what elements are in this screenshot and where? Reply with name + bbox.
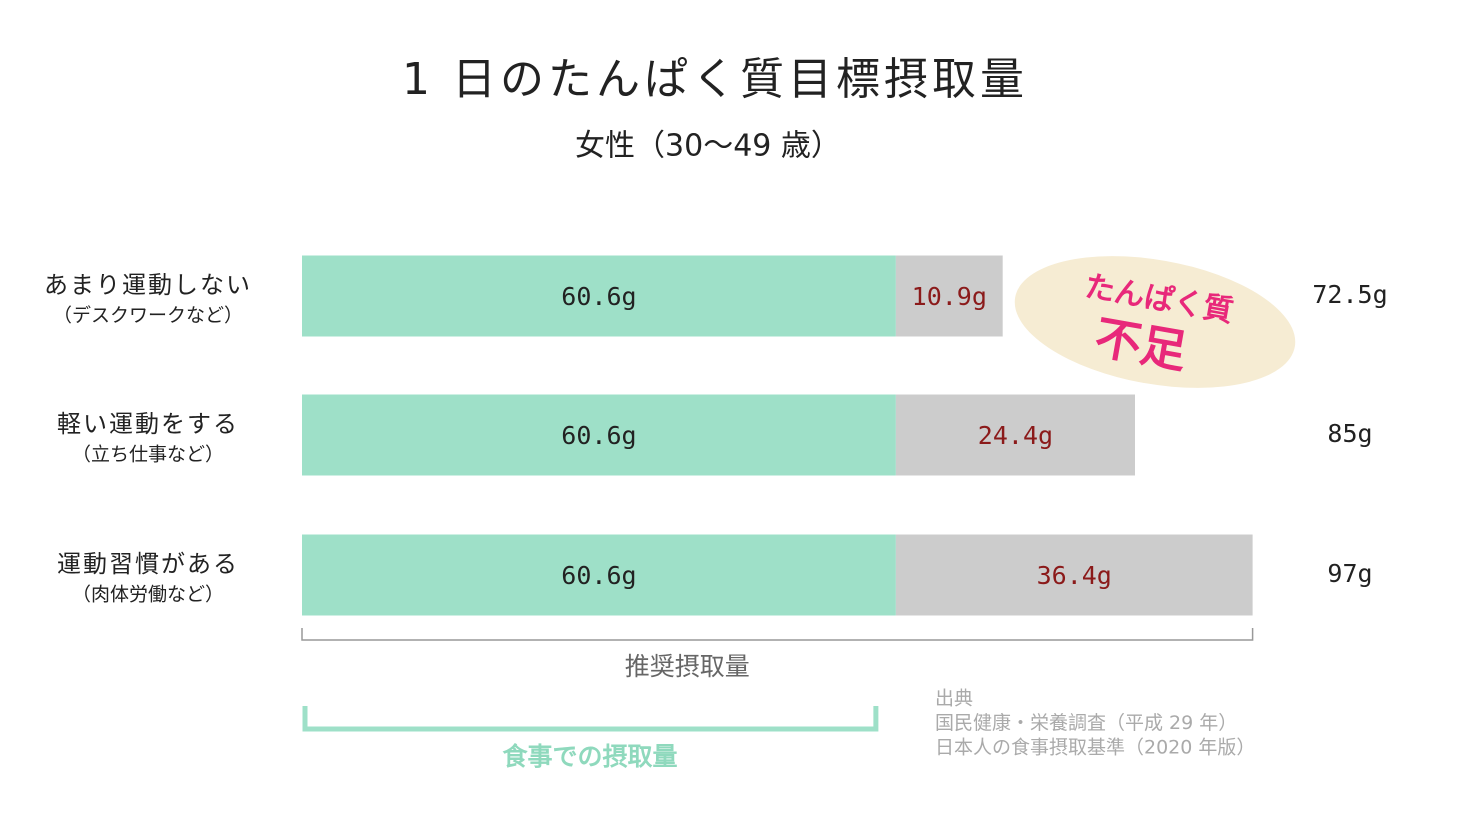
- category-label: あまり運動しない: [44, 271, 252, 299]
- bar-segment: [895, 534, 1253, 616]
- bar-segment: [895, 394, 1135, 476]
- value-label: 10.9g: [912, 282, 987, 311]
- value-label: 24.4g: [978, 421, 1053, 450]
- bracket-label: 推奨摂取量: [625, 652, 750, 681]
- total-bracket: [301, 628, 1254, 641]
- source-text: 出典: [935, 688, 973, 710]
- category-note: （肉体労働など）: [72, 584, 224, 606]
- total-label: 85g: [1327, 419, 1372, 448]
- total-label: 97g: [1327, 559, 1372, 588]
- bar-segment: [302, 534, 896, 616]
- chart-title: 1 日のたんぱく質目標摂取量: [402, 54, 1028, 105]
- value-label: 60.6g: [561, 282, 636, 311]
- intake-bracket: [302, 706, 879, 732]
- category-note: （デスクワークなど）: [53, 305, 243, 327]
- category-note: （立ち仕事など）: [72, 444, 224, 466]
- source-text: 日本人の食事摂取基準（2020 年版）: [935, 737, 1255, 759]
- value-label: 60.6g: [561, 561, 636, 590]
- value-label: 60.6g: [561, 421, 636, 450]
- category-label: 軽い運動をする: [57, 410, 239, 438]
- bar-segment: [302, 394, 896, 476]
- bar-segment: [895, 255, 1003, 337]
- chart-subtitle: 女性（30〜49 歳）: [575, 129, 841, 164]
- value-label: 36.4g: [1037, 561, 1112, 590]
- category-label: 運動習慣がある: [57, 550, 239, 578]
- total-label: 72.5g: [1312, 280, 1387, 309]
- badge-shape: [1014, 256, 1296, 388]
- bar-segment: [302, 255, 896, 337]
- badge: たんぱく質 不足: [1014, 256, 1296, 388]
- source-text: 国民健康・栄養調査（平成 29 年）: [935, 712, 1237, 734]
- intake-label: 食事での摂取量: [502, 742, 677, 771]
